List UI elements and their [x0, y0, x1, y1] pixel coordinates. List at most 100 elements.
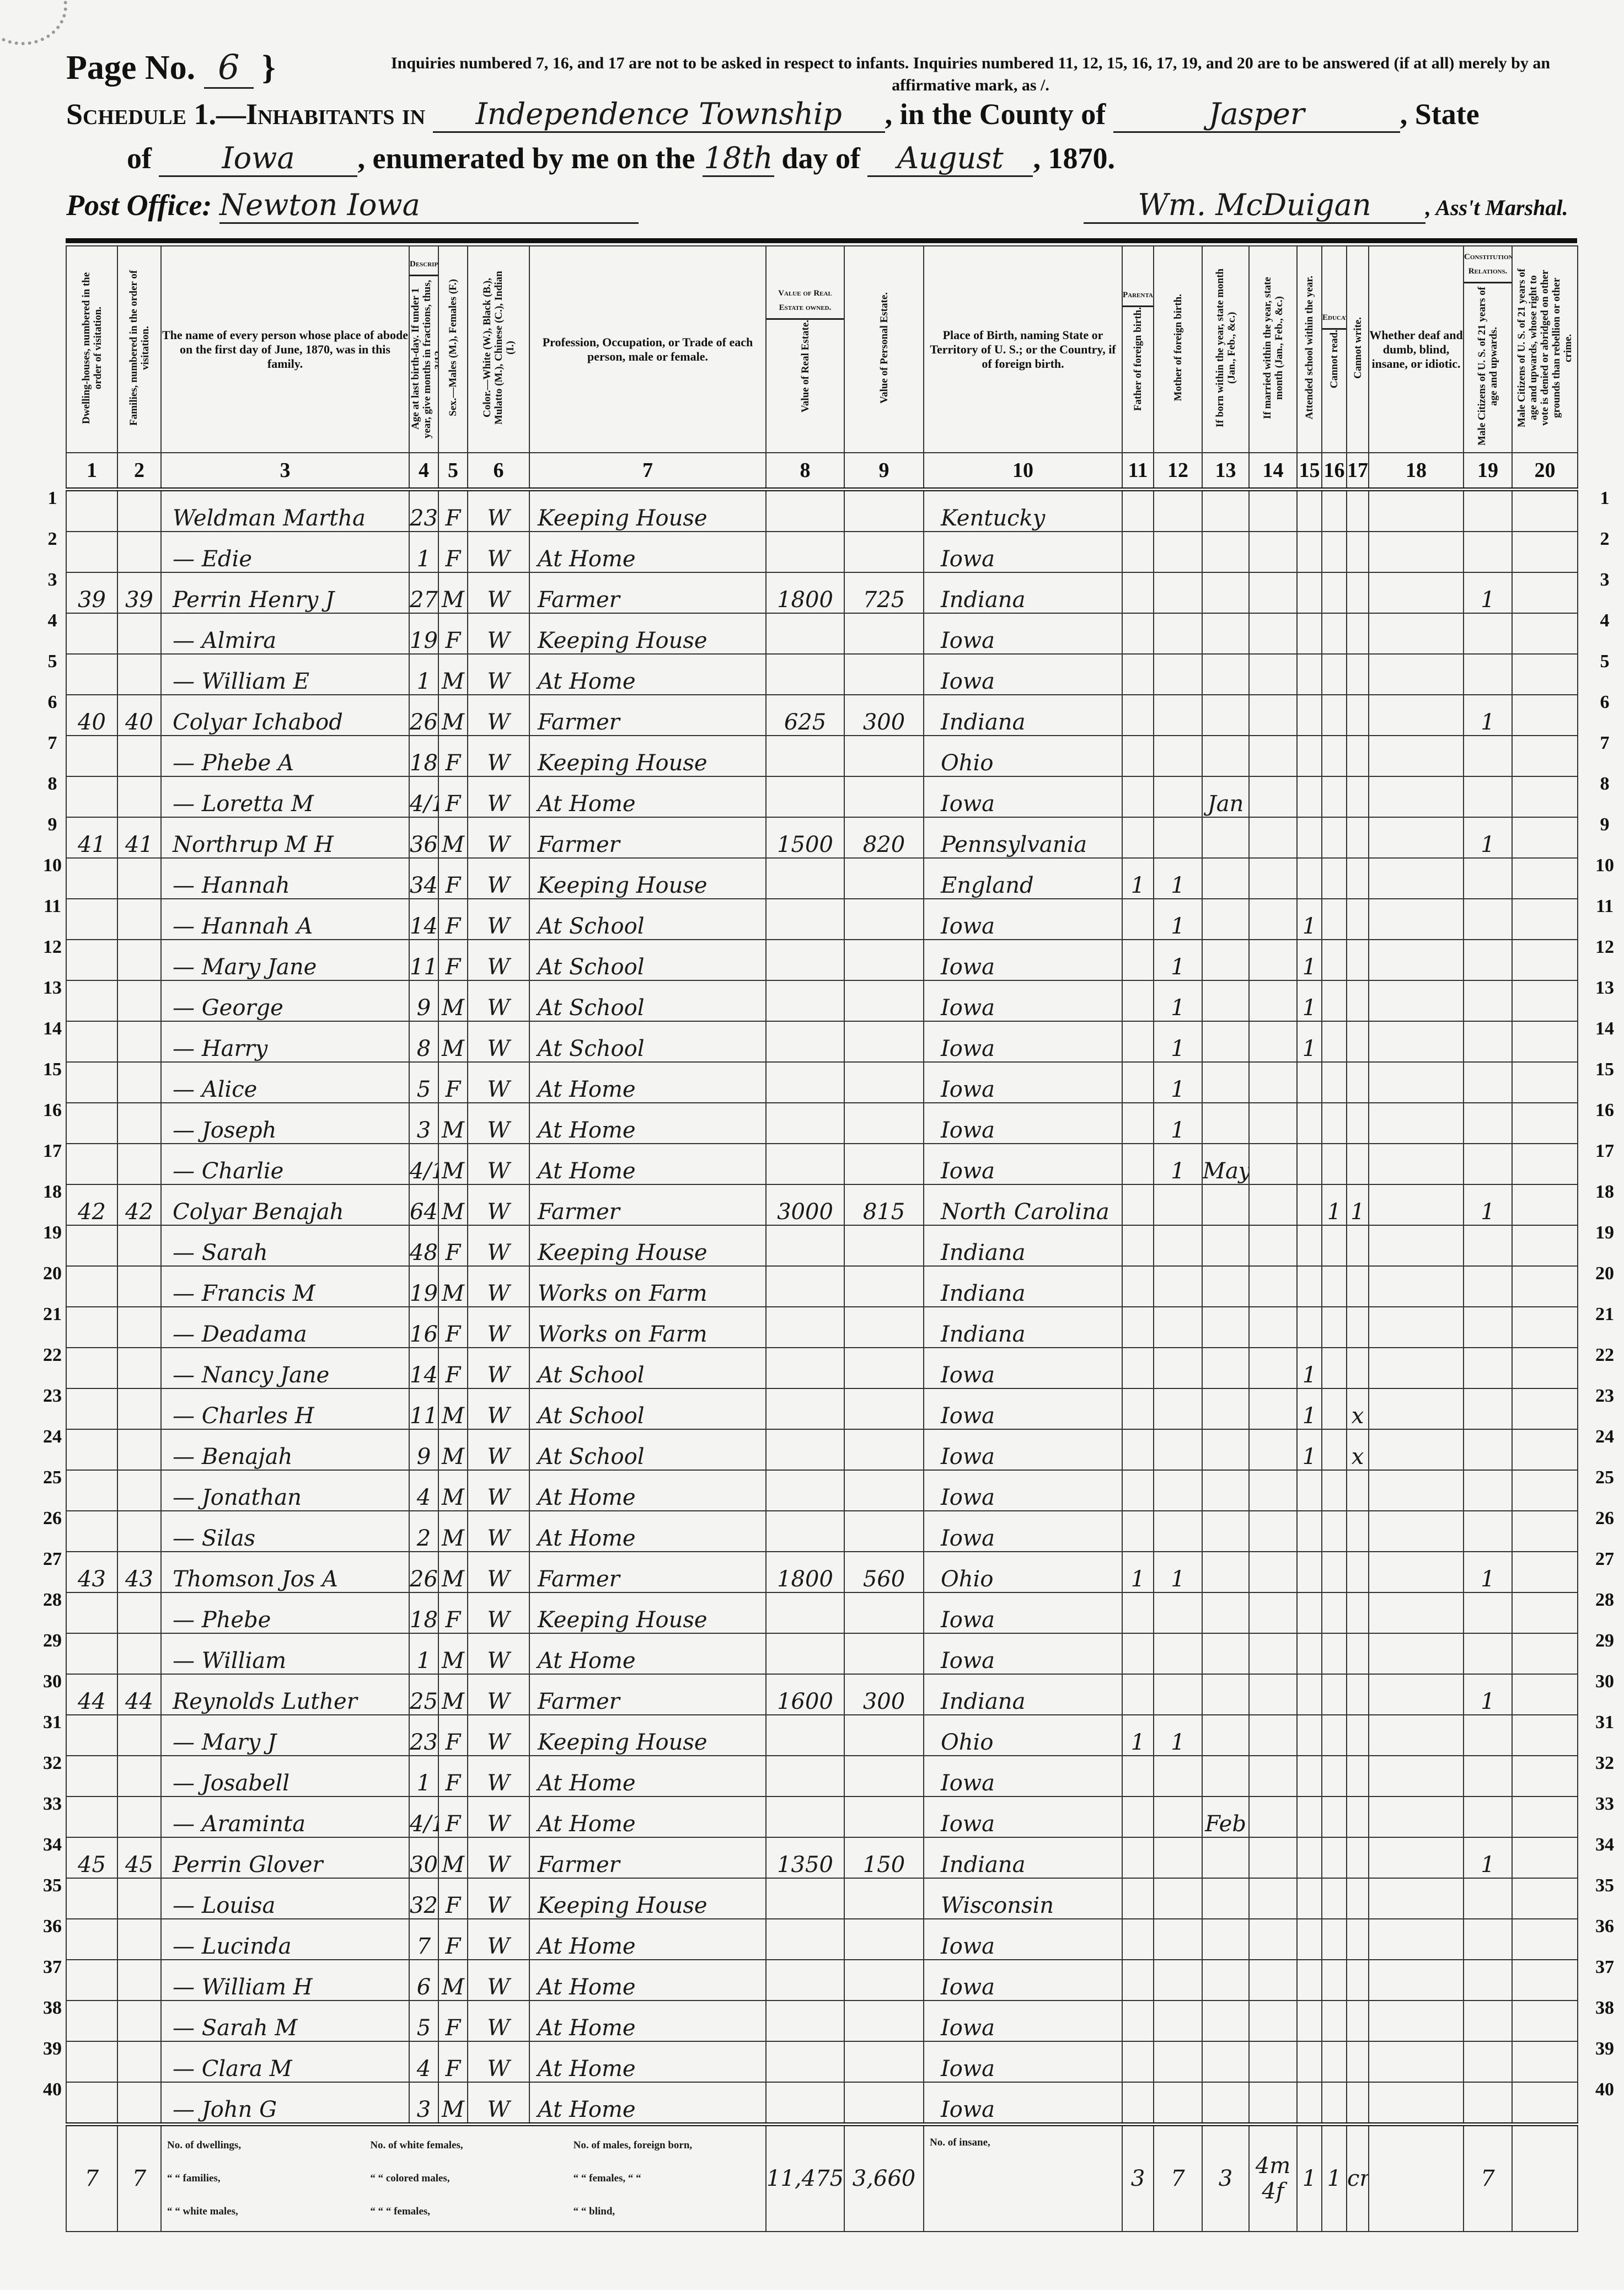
- cell-dwelling: [66, 1021, 118, 1063]
- cell-school: [1296, 489, 1322, 532]
- cell-born-month: [1202, 1184, 1250, 1226]
- cell-cannot-read: [1321, 1674, 1347, 1715]
- cell-color: W: [467, 613, 530, 655]
- cell-dwelling: [66, 1061, 118, 1103]
- column-number: 13: [1202, 452, 1250, 491]
- row-number-right: 11: [1595, 896, 1614, 916]
- cell-disability: [1368, 694, 1464, 736]
- cell-occupation: Farmer: [529, 1184, 767, 1226]
- column-header-4: Description. Age at last birth-day. If un…: [409, 245, 439, 453]
- cell-married-month: [1248, 653, 1298, 695]
- cell-birthplace: Indiana: [923, 1306, 1123, 1348]
- cell-birthplace: Iowa: [923, 2000, 1123, 2042]
- cell-mother-foreign: [1153, 1388, 1203, 1430]
- cell-mother-foreign: [1153, 735, 1203, 777]
- cell-father-foreign: [1122, 939, 1154, 981]
- cell-citizen: [1463, 1796, 1513, 1838]
- cell-vote-denied: [1512, 1510, 1578, 1552]
- cell-sex: F: [438, 857, 468, 899]
- cell-vote-denied: [1512, 1184, 1578, 1226]
- cell-occupation: Farmer: [529, 694, 767, 736]
- column-group-parentage: Parentage.: [1123, 285, 1153, 307]
- cell-vote-denied: [1512, 694, 1578, 736]
- cell-disability: [1368, 1633, 1464, 1675]
- cell-disability: [1368, 1388, 1464, 1430]
- cell-dwelling: [66, 1878, 118, 1919]
- cell-citizen: [1463, 1225, 1513, 1267]
- cell-personal-estate: [844, 1755, 924, 1797]
- cell-personal-estate: [844, 1510, 924, 1552]
- table-row: — Hannah 34 F W Keeping House England 1 1: [66, 857, 1578, 899]
- row-number-left: 24: [43, 1426, 62, 1447]
- cell-mother-foreign: [1153, 1510, 1203, 1552]
- cell-name: — Charles H: [160, 1388, 410, 1430]
- cell-dwelling: [66, 1306, 118, 1348]
- table-row: — Sarah 48 F W Keeping House Indiana: [66, 1225, 1578, 1267]
- cell-cannot-write: [1346, 1959, 1369, 2001]
- cell-family: [117, 1306, 162, 1348]
- township-value: Independence Township: [432, 96, 885, 133]
- cell-born-month: [1202, 2082, 1250, 2125]
- cell-cannot-read: [1321, 1143, 1347, 1185]
- cell-family: [117, 653, 162, 695]
- table-row: — George 9 M W At School Iowa 1 1: [66, 980, 1578, 1022]
- cell-color: W: [467, 980, 530, 1022]
- cell-occupation: At School: [529, 1388, 767, 1430]
- cell-real-estate: [765, 735, 845, 777]
- cell-disability: [1368, 489, 1464, 532]
- cell-father-foreign: [1122, 1470, 1154, 1511]
- column-header-3: The name of every person whose place of …: [160, 245, 410, 453]
- cell-color: W: [467, 1143, 530, 1185]
- summary-col18: [1368, 2122, 1464, 2232]
- cell-father-foreign: [1122, 1265, 1154, 1307]
- row-number-right: 17: [1595, 1141, 1614, 1161]
- cell-disability: [1368, 613, 1464, 655]
- cell-dwelling: [66, 653, 118, 695]
- summary-col20: [1512, 2122, 1578, 2232]
- cell-school: [1296, 857, 1322, 899]
- post-office-value: Newton Iowa: [219, 187, 639, 224]
- cell-personal-estate: [844, 1347, 924, 1389]
- cell-disability: [1368, 857, 1464, 899]
- cell-citizen: [1463, 1959, 1513, 2001]
- cell-born-month: [1202, 2041, 1250, 2083]
- cell-citizen: 1: [1463, 572, 1513, 614]
- cell-dwelling: [66, 1755, 118, 1797]
- row-number-right: 28: [1595, 1590, 1614, 1610]
- cell-dwelling: [66, 1388, 118, 1430]
- cell-family: [117, 1714, 162, 1756]
- cell-mother-foreign: [1153, 817, 1203, 859]
- cell-real-estate: 1800: [765, 572, 845, 614]
- cell-mother-foreign: [1153, 1470, 1203, 1511]
- cell-color: W: [467, 653, 530, 695]
- cell-citizen: [1463, 489, 1513, 532]
- column-label: Age at last birth-day. If under 1 year, …: [410, 280, 438, 438]
- cell-family: [117, 1470, 162, 1511]
- cell-birthplace: Iowa: [923, 980, 1123, 1022]
- cell-born-month: May: [1202, 1143, 1250, 1185]
- cell-cannot-write: [1346, 980, 1369, 1022]
- cell-sex: M: [438, 1388, 468, 1430]
- cell-sex: F: [438, 1225, 468, 1267]
- cell-vote-denied: [1512, 1674, 1578, 1715]
- cell-family: 39: [117, 572, 162, 614]
- column-header-15: Attended school within the year.: [1296, 245, 1322, 453]
- cell-birthplace: Indiana: [923, 1674, 1123, 1715]
- column-number: 4: [409, 452, 439, 491]
- cell-vote-denied: [1512, 939, 1578, 981]
- row-number-right: 23: [1595, 1386, 1614, 1406]
- cell-citizen: [1463, 1714, 1513, 1756]
- cell-born-month: [1202, 1470, 1250, 1511]
- cell-sex: M: [438, 1470, 468, 1511]
- cell-dwelling: [66, 980, 118, 1022]
- summary-labels: No. of dwellings, “ “ families, “ “ white …: [160, 2122, 767, 2232]
- cell-school: [1296, 653, 1322, 695]
- cell-color: W: [467, 1225, 530, 1267]
- cell-occupation: Keeping House: [529, 1225, 767, 1267]
- cell-personal-estate: [844, 1306, 924, 1348]
- cell-real-estate: [765, 1959, 845, 2001]
- cell-occupation: At Home: [529, 1796, 767, 1838]
- cell-age: 19: [409, 613, 439, 655]
- row-number-left: 7: [47, 733, 57, 753]
- row-number-left: 23: [43, 1386, 62, 1406]
